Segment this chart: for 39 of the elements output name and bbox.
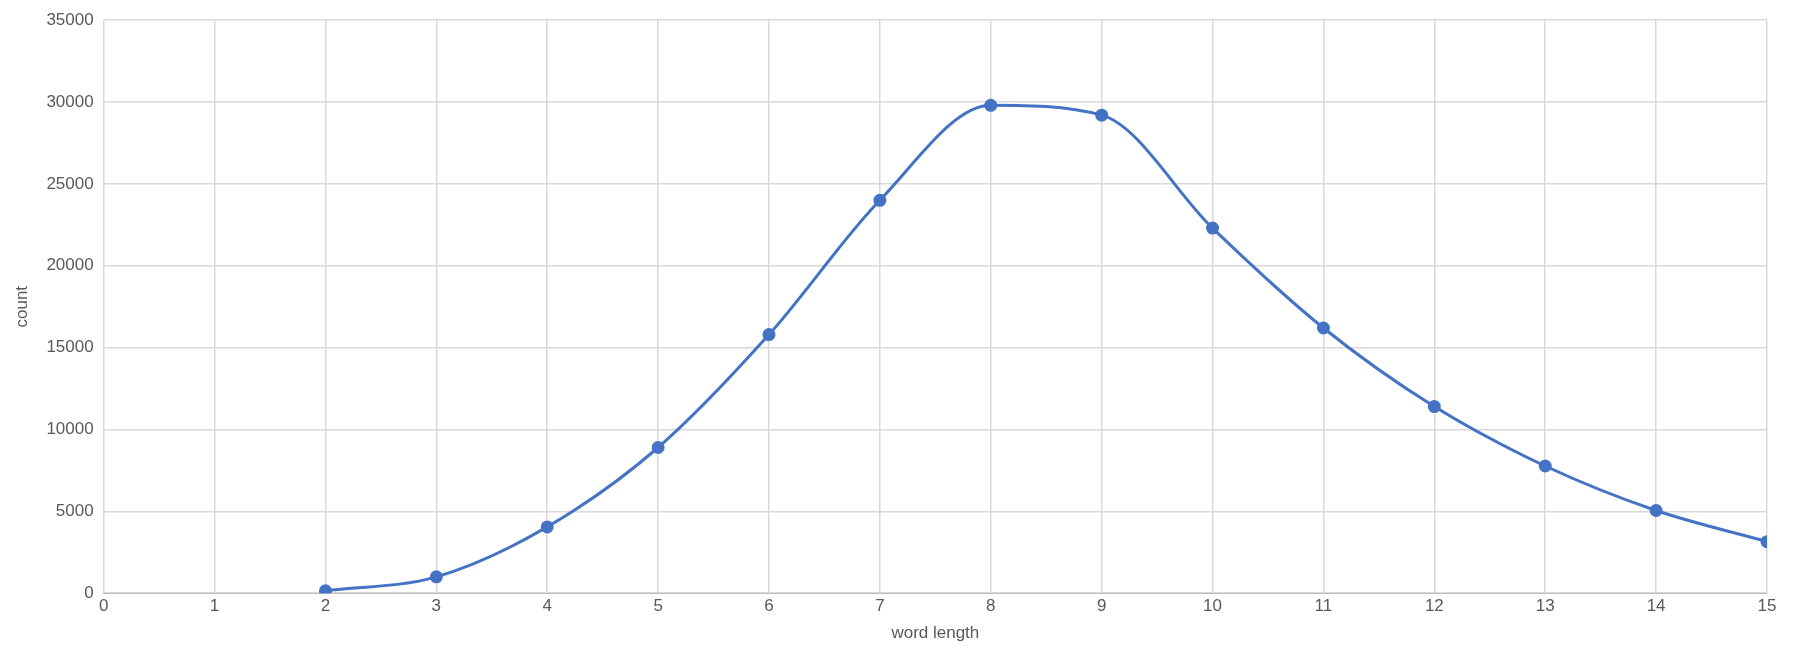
- x-tick-label: 15: [1757, 596, 1777, 616]
- point: [873, 193, 887, 207]
- y-tick-label: 0: [84, 582, 94, 602]
- x-tick-label: 3: [431, 596, 442, 616]
- point: [1538, 459, 1552, 473]
- y-tick-label: 15000: [46, 337, 94, 357]
- x-tick-label: 14: [1646, 596, 1666, 616]
- x-tick-label: 10: [1203, 596, 1223, 616]
- y-axis-title: count: [11, 285, 31, 328]
- y-tick-label: 5000: [55, 501, 94, 521]
- x-tick-label: 0: [98, 596, 109, 616]
- x-tick-label: 1: [209, 596, 220, 616]
- x-tick-label: 4: [542, 596, 552, 616]
- y-tick-label: 25000: [46, 173, 94, 193]
- y-tick-label: 30000: [46, 91, 94, 111]
- x-tick-label: 13: [1535, 596, 1555, 616]
- point: [1649, 504, 1663, 518]
- x-tick-label: 12: [1424, 596, 1444, 616]
- point: [1206, 221, 1220, 235]
- y-tick-label: 35000: [46, 9, 94, 29]
- point: [1095, 108, 1109, 122]
- x-tick-label: 5: [653, 596, 663, 616]
- point: [540, 520, 554, 534]
- point: [1427, 400, 1441, 414]
- y-tick-label: 10000: [46, 419, 94, 439]
- x-tick-label: 11: [1314, 596, 1333, 616]
- x-tick-label: 6: [764, 596, 774, 616]
- x-tick-label: 9: [1096, 596, 1107, 616]
- point: [984, 98, 998, 112]
- point: [1316, 321, 1330, 335]
- x-tick-label: 8: [986, 596, 996, 616]
- x-tick-label: 2: [320, 596, 331, 616]
- point: [429, 570, 443, 584]
- point: [651, 440, 665, 454]
- y-tick-label: 20000: [46, 255, 94, 275]
- x-axis-title: word length: [890, 623, 980, 643]
- point: [762, 328, 776, 342]
- point: [318, 584, 332, 594]
- x-tick-label: 7: [875, 596, 885, 616]
